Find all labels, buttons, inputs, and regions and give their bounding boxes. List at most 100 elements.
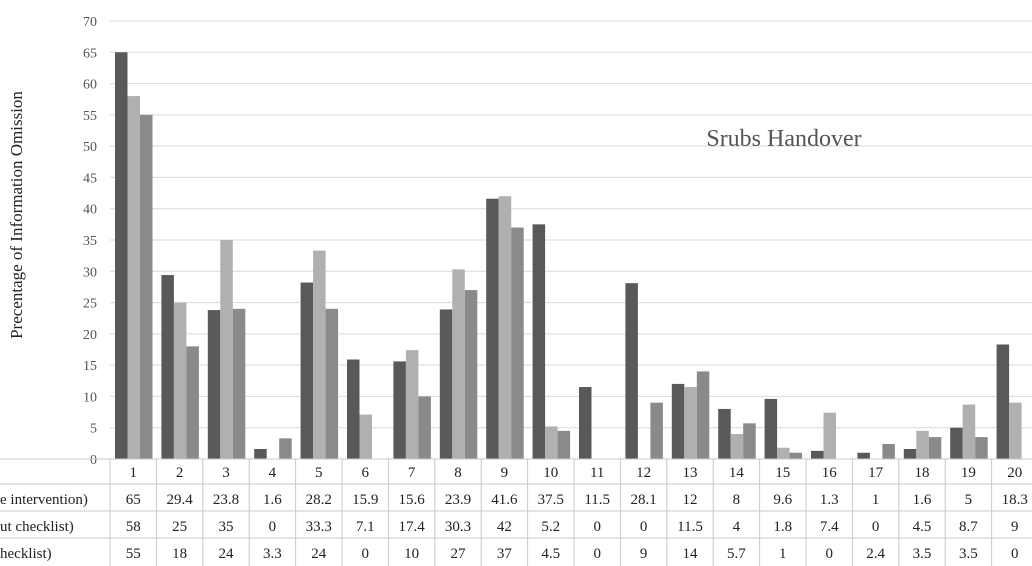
data-label: 5 — [965, 492, 973, 508]
bar — [650, 402, 663, 459]
series-label: e intervention) — [0, 492, 88, 508]
data-label: 1 — [872, 492, 880, 508]
x-tick-label: 20 — [1007, 465, 1022, 481]
bar — [418, 396, 431, 459]
bar — [557, 430, 571, 459]
data-label: 3.5 — [959, 546, 978, 562]
series-label: hecklist) — [0, 546, 52, 562]
bar — [975, 437, 988, 459]
data-table: 1 2 3 4 5 6 7 8 9 10 11 12 13 14 15 16 17 18 19 20e interve… — [0, 458, 1032, 566]
data-label: 35 — [219, 519, 234, 535]
data-label: 24 — [219, 546, 235, 562]
bar — [511, 227, 524, 459]
data-label: 9.6 — [773, 492, 792, 508]
bar — [115, 52, 128, 460]
x-tick-label: 19 — [961, 465, 976, 481]
y-tick-label: 0 — [90, 453, 97, 468]
data-label: 65 — [126, 492, 141, 508]
bar — [439, 309, 453, 459]
x-tick-label: 12 — [636, 465, 651, 481]
data-label: 28.2 — [306, 492, 332, 508]
data-label: 0 — [1011, 546, 1019, 562]
y-tick-label: 55 — [83, 109, 97, 124]
data-label: 18.3 — [1002, 492, 1028, 508]
bar — [777, 447, 790, 459]
bar — [279, 438, 292, 459]
data-label: 3.5 — [913, 546, 932, 562]
y-axis-ticks: 0 5 10 15 20 25 30 35 40 45 50 55 60 65 70 — [83, 15, 97, 468]
y-axis-label: Precentage of Information Omission — [7, 91, 26, 339]
data-label: 8.7 — [959, 519, 978, 535]
data-label: 3.3 — [263, 546, 282, 562]
bar — [347, 359, 360, 459]
data-label: 0 — [825, 546, 833, 562]
bar — [718, 408, 731, 459]
data-label: 23.8 — [213, 492, 239, 508]
bar — [359, 414, 372, 459]
data-label: 41.6 — [491, 492, 518, 508]
data-label: 28.1 — [630, 492, 656, 508]
data-label: 1.6 — [263, 492, 282, 508]
x-tick-label: 16 — [822, 465, 838, 481]
data-label: 30.3 — [445, 519, 471, 535]
bar — [464, 290, 478, 459]
bar — [545, 426, 558, 459]
y-tick-label: 65 — [83, 46, 97, 61]
data-label: 7.4 — [820, 519, 839, 535]
data-label: 17.4 — [398, 519, 425, 535]
data-label: 11.5 — [584, 492, 610, 508]
y-tick-label: 70 — [83, 15, 97, 30]
y-tick-label: 10 — [83, 390, 97, 405]
data-label: 1 — [779, 546, 787, 562]
x-tick-label: 6 — [361, 465, 369, 481]
data-label: 55 — [126, 546, 141, 562]
data-label: 4.5 — [913, 519, 932, 535]
bar — [764, 398, 778, 459]
bar — [730, 433, 744, 459]
bar — [452, 269, 465, 459]
bar — [140, 114, 153, 459]
bar — [950, 427, 963, 459]
data-label: 0 — [361, 546, 369, 562]
data-label: 24 — [311, 546, 327, 562]
data-label: 0 — [593, 519, 601, 535]
bar — [393, 361, 406, 459]
bar — [857, 452, 870, 459]
bar — [882, 443, 895, 459]
bar — [996, 344, 1010, 459]
bar — [498, 196, 512, 459]
bar — [161, 275, 174, 459]
data-label: 0 — [872, 519, 880, 535]
bar — [962, 404, 976, 459]
data-label: 14 — [683, 546, 699, 562]
bar — [325, 308, 339, 459]
data-label: 15.6 — [398, 492, 425, 508]
data-label: 33.3 — [306, 519, 332, 535]
y-tick-label: 20 — [83, 328, 97, 343]
bar — [532, 224, 546, 459]
gridlines — [110, 20, 1032, 460]
data-label: 7.1 — [356, 519, 375, 535]
x-tick-label: 11 — [590, 465, 604, 481]
data-label: 0 — [269, 519, 277, 535]
data-label: 25 — [172, 519, 187, 535]
series-label: ut checklist) — [0, 519, 74, 535]
chart-title: Srubs Handover — [706, 126, 861, 152]
y-tick-label: 40 — [83, 203, 97, 218]
x-tick-label: 1 — [129, 465, 137, 481]
bar — [625, 283, 638, 459]
data-label: 0 — [640, 519, 648, 535]
data-label: 0 — [593, 546, 601, 562]
data-label: 9 — [1011, 519, 1019, 535]
x-tick-label: 17 — [868, 465, 884, 481]
bar — [186, 346, 199, 459]
y-tick-label: 60 — [83, 78, 97, 93]
x-tick-label: 7 — [408, 465, 416, 481]
x-tick-label: 4 — [269, 465, 277, 481]
data-label: 4 — [733, 519, 741, 535]
data-label: 5.7 — [727, 546, 746, 562]
data-label: 27 — [451, 546, 467, 562]
bar — [743, 423, 756, 459]
x-tick-label: 15 — [775, 465, 790, 481]
